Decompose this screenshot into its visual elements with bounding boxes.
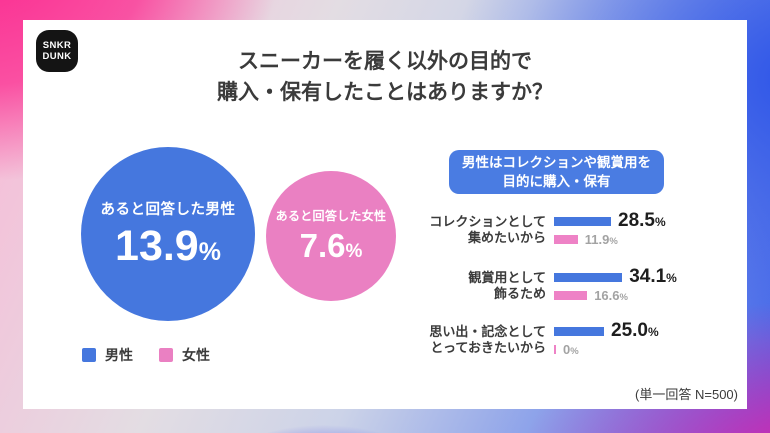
legend-item-male: 男性	[82, 345, 133, 365]
bar-group1-male-bar	[554, 216, 611, 226]
bar-group3-female-bar	[554, 344, 556, 354]
bar-group3-male-value: 25.0	[611, 320, 648, 341]
bar-group3-female-row: 0%	[554, 341, 579, 357]
male-percentage-circle: あると回答した男性 13.9 %	[81, 147, 255, 321]
page-title: スニーカーを履く以外の目的で 購入・保有したことはありますか？	[23, 46, 747, 108]
female-circle-unit: %	[345, 241, 363, 262]
female-circle-label: あると回答した女性	[275, 209, 387, 223]
title-line2: 購入・保有したことはありますか？	[217, 81, 553, 104]
bar-group1-male-value: 28.5	[618, 210, 655, 231]
male-circle-label: あると回答した男性	[100, 201, 236, 218]
legend-male-label: 男性	[105, 347, 133, 363]
bar-group2-female-value: 16.6	[594, 287, 620, 303]
survey-note: (単一回答 N=500)	[635, 387, 738, 402]
legend-item-female: 女性	[159, 345, 210, 365]
infographic-card: SNKR DUNK スニーカーを履く以外の目的で 購入・保有したことはありますか…	[23, 20, 747, 409]
logo-text-line1: SNKR	[42, 40, 72, 51]
logo-text-line2: DUNK	[42, 51, 72, 62]
male-circle-value: 13.9	[115, 221, 199, 270]
callout-line2: 目的に購入・保有	[502, 174, 611, 189]
female-circle-value: 7.6	[299, 227, 346, 264]
male-circle-unit: %	[198, 237, 221, 266]
legend: 男性 女性	[82, 345, 210, 365]
bar-group2-female-bar	[554, 290, 588, 300]
title-line1: スニーカーを履く以外の目的で	[238, 50, 532, 73]
bar-group3-male-row: 25.0%	[554, 320, 659, 341]
bar-group2-female-row: 16.6%	[554, 287, 628, 303]
bar-group1-female-row: 11.9%	[554, 231, 618, 247]
female-percentage-circle: あると回答した女性 7.6 %	[266, 171, 396, 301]
bar-group3-male-bar	[554, 326, 604, 336]
bar-group2-label: 観賞用として 飾るため	[468, 270, 546, 301]
legend-female-label: 女性	[182, 347, 210, 363]
bar-group1-label: コレクションとして 集めたいから	[429, 214, 546, 245]
callout-box: 男性はコレクションや観賞用を 目的に購入・保有	[449, 150, 664, 194]
callout-line1: 男性はコレクションや観賞用を	[462, 155, 651, 170]
bar-group2-male-value: 34.1	[629, 266, 667, 287]
female-swatch-icon	[159, 348, 173, 362]
bar-group2-male-bar	[554, 272, 623, 282]
male-swatch-icon	[82, 348, 96, 362]
bar-group3-label: 思い出・記念として とっておきたいから	[429, 324, 546, 355]
bar-group3-female-value: 0	[563, 341, 571, 357]
bar-group1-female-value: 11.9	[584, 231, 610, 247]
bar-group1-male-row: 28.5%	[554, 210, 666, 231]
bar-group2-male-row: 34.1%	[554, 266, 677, 287]
bar-group1-female-bar	[554, 234, 578, 244]
snkrdunk-logo: SNKR DUNK	[36, 30, 78, 72]
